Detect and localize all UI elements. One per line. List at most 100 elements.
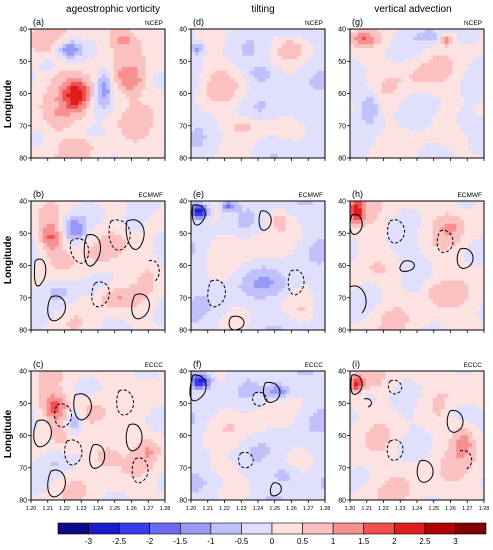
heatmap-cell xyxy=(113,295,119,301)
heatmap-cell xyxy=(230,112,235,117)
heatmap-cell xyxy=(105,108,111,113)
heatmap-cell xyxy=(214,127,219,132)
heatmap-cell xyxy=(105,273,111,278)
heatmap-cell xyxy=(393,131,398,136)
heatmap-cell xyxy=(82,104,87,110)
heatmap-cell xyxy=(317,82,322,87)
heatmap-cell xyxy=(452,78,457,83)
heatmap-cell xyxy=(153,101,158,106)
heatmap-cell xyxy=(31,70,36,75)
heatmap-cell xyxy=(133,29,138,34)
heatmap-cell xyxy=(289,74,294,79)
heatmap-cell xyxy=(246,44,251,49)
heatmap-cell xyxy=(198,131,204,136)
heatmap-cell xyxy=(34,112,40,117)
heatmap-cell xyxy=(31,29,36,34)
heatmap-cell xyxy=(389,44,394,49)
heatmap-cell xyxy=(448,93,453,98)
heatmap-cell xyxy=(350,82,355,87)
heatmap-cell xyxy=(258,55,263,60)
heatmap-cell xyxy=(409,120,414,125)
heatmap-cell xyxy=(254,139,259,144)
heatmap-cell xyxy=(353,120,359,125)
heatmap-cell xyxy=(117,280,123,285)
heatmap-cell xyxy=(105,70,111,75)
heatmap-cell xyxy=(31,246,36,251)
heatmap-cell xyxy=(145,303,150,308)
heatmap-cell xyxy=(397,29,402,34)
heatmap-cell xyxy=(62,150,67,155)
heatmap-cell xyxy=(353,51,359,56)
heatmap-cell xyxy=(476,97,481,102)
heatmap-cell xyxy=(46,280,52,285)
heatmap-cell xyxy=(210,44,216,49)
heatmap-cell xyxy=(133,63,138,68)
heatmap-cell xyxy=(265,208,271,213)
heatmap-cell xyxy=(157,36,162,41)
heatmap-cell xyxy=(70,32,75,37)
heatmap-cell xyxy=(428,29,434,34)
heatmap-cell xyxy=(436,85,442,91)
heatmap-cell xyxy=(105,139,111,144)
heatmap-cell xyxy=(289,101,294,106)
heatmap-cell xyxy=(369,70,375,75)
heatmap-cell xyxy=(141,131,146,136)
heatmap-cell xyxy=(38,70,44,75)
heatmap-cell xyxy=(365,78,371,83)
heatmap-cell xyxy=(321,82,326,87)
heatmap-cell xyxy=(238,59,243,64)
heatmap-cell xyxy=(121,208,126,213)
heatmap-cell xyxy=(141,250,146,255)
heatmap-cell xyxy=(389,139,394,144)
heatmap-cell xyxy=(157,104,162,110)
heatmap-cell xyxy=(149,78,154,83)
heatmap-cell xyxy=(46,276,52,282)
heatmap-cell xyxy=(313,51,318,56)
heatmap-cell xyxy=(50,288,56,293)
heatmap-cell xyxy=(50,139,56,144)
heatmap-cell xyxy=(476,123,481,129)
heatmap-cell xyxy=(409,29,414,34)
heatmap-cell xyxy=(226,227,231,232)
contour-negative xyxy=(91,281,110,308)
heatmap-cell xyxy=(82,269,87,274)
heatmap-cell xyxy=(373,47,378,53)
heatmap-cell xyxy=(389,59,394,64)
heatmap-cell xyxy=(46,78,52,83)
heatmap-cell xyxy=(94,307,99,312)
heatmap-cell xyxy=(38,223,44,228)
heatmap-cell xyxy=(281,85,286,91)
heatmap-cell xyxy=(90,318,95,323)
heatmap-cell xyxy=(393,36,398,41)
heatmap-cell xyxy=(31,123,36,129)
heatmap-cell xyxy=(210,108,216,113)
heatmap-cell xyxy=(440,142,445,148)
heatmap-cell xyxy=(313,108,318,113)
heatmap-cell xyxy=(321,131,326,136)
heatmap-cell xyxy=(417,89,422,94)
heatmap-cell xyxy=(277,70,283,75)
heatmap-cell xyxy=(464,154,469,159)
heatmap-cell xyxy=(301,70,306,75)
heatmap-cell xyxy=(417,32,422,37)
heatmap-cell xyxy=(265,116,271,121)
heatmap-cell xyxy=(145,261,150,266)
heatmap-cell xyxy=(420,154,426,159)
heatmap-cell xyxy=(440,78,445,83)
heatmap-cell xyxy=(46,235,52,240)
heatmap-cell xyxy=(265,32,271,37)
heatmap-cell xyxy=(38,265,44,270)
heatmap-cell xyxy=(70,303,75,308)
heatmap-cell xyxy=(456,51,461,56)
heatmap-cell xyxy=(242,97,247,102)
heatmap-cell xyxy=(393,127,398,132)
heatmap-cell xyxy=(448,112,453,117)
heatmap-cell xyxy=(74,265,79,270)
heatmap-cell xyxy=(397,112,402,117)
heatmap-cell xyxy=(62,292,67,297)
heatmap-cell xyxy=(117,295,123,301)
heatmap-cell xyxy=(74,70,79,75)
heatmap-cell xyxy=(90,254,95,259)
heatmap-cell xyxy=(397,59,402,64)
heatmap-cell xyxy=(317,139,322,144)
